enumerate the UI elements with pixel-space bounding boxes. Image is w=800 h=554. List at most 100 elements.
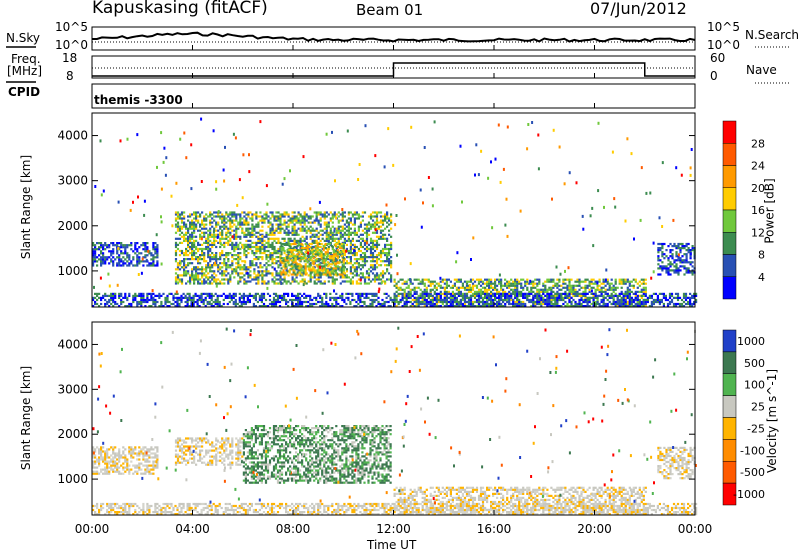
- heatmap-cell: [176, 247, 180, 251]
- heatmap-cell: [534, 286, 537, 289]
- heatmap-cell: [566, 294, 569, 297]
- heatmap-cell: [279, 280, 282, 283]
- heatmap-cell: [303, 296, 306, 299]
- heatmap-cell: [312, 253, 315, 256]
- heatmap-cell: [186, 302, 189, 306]
- heatmap-cell: [500, 280, 503, 283]
- heatmap-cell: [393, 278, 396, 281]
- heatmap-cell: [363, 278, 367, 281]
- heatmap-cell: [361, 233, 364, 236]
- heatmap-cell: [562, 282, 565, 285]
- heatmap-cell: [215, 274, 218, 277]
- heatmap-cell: [219, 262, 222, 265]
- heatmap-cell: [315, 282, 318, 285]
- heatmap-cell: [500, 296, 503, 299]
- heatmap-cell: [326, 253, 329, 256]
- heatmap-cell: [353, 266, 356, 269]
- heatmap-cell: [217, 264, 220, 267]
- heatmap-cell: [486, 300, 489, 304]
- heatmap-cell: [227, 239, 230, 242]
- heatmap-cell: [295, 217, 298, 220]
- heatmap-cell: [215, 225, 218, 228]
- heatmap-cell: [247, 272, 250, 275]
- heatmap-cell: [322, 253, 325, 256]
- heatmap-cell: [112, 292, 115, 295]
- heatmap-cell: [265, 272, 268, 275]
- heatmap-cell: [291, 221, 294, 224]
- heatmap-cell: [691, 294, 694, 297]
- heatmap-cell: [229, 239, 232, 242]
- heatmap-cell: [211, 256, 214, 259]
- heatmap-cell: [197, 256, 200, 259]
- heatmap-cell: [484, 300, 487, 304]
- heatmap-cell: [386, 239, 389, 242]
- heatmap-cell: [574, 290, 577, 293]
- heatmap-cell: [164, 302, 167, 306]
- heatmap-cell: [214, 300, 217, 304]
- heatmap-cell: [353, 243, 356, 246]
- heatmap-cell: [373, 249, 377, 253]
- heatmap-cell: [604, 284, 607, 287]
- heatmap-cell: [305, 213, 308, 216]
- heatmap-cell: [359, 276, 362, 279]
- heatmap-cell: [140, 260, 143, 263]
- heatmap-cell: [217, 258, 220, 261]
- heatmap-cell: [671, 255, 674, 258]
- heatmap-cell: [199, 282, 202, 285]
- heatmap-cell: [106, 294, 109, 297]
- heatmap-cell: [233, 211, 236, 214]
- heatmap-cell: [261, 270, 264, 273]
- heatmap-cell: [506, 296, 509, 299]
- heatmap-cell: [665, 255, 668, 258]
- heatmap-cell: [176, 292, 179, 295]
- heatmap-cell: [347, 296, 350, 299]
- heatmap-cell: [548, 286, 551, 289]
- heatmap-cell: [574, 300, 577, 304]
- heatmap-cell: [682, 300, 686, 304]
- heatmap-cell: [124, 262, 127, 265]
- heatmap-cell: [219, 258, 222, 261]
- heatmap-cell: [506, 294, 509, 297]
- heatmap-cell: [600, 282, 603, 285]
- heatmap-cell: [596, 300, 599, 304]
- heatmap-cell: [282, 273, 285, 276]
- heatmap-cell: [343, 239, 346, 242]
- heatmap-cell: [642, 292, 645, 295]
- heatmap-cell: [465, 288, 469, 291]
- heatmap-cell: [319, 294, 322, 297]
- heatmap-cell: [229, 243, 232, 246]
- heatmap-cell: [351, 294, 354, 297]
- heatmap-cell: [526, 288, 529, 291]
- heatmap-cell: [269, 227, 272, 230]
- heatmap-cell: [524, 292, 527, 295]
- heatmap-cell: [510, 294, 513, 297]
- heatmap-cell: [367, 282, 371, 285]
- heatmap-cell: [488, 284, 491, 287]
- heatmap-cell: [524, 294, 527, 297]
- heatmap-cell: [292, 255, 295, 258]
- heatmap-cell: [176, 223, 180, 226]
- heatmap-cell: [231, 247, 234, 251]
- heatmap-cell: [190, 302, 193, 306]
- heatmap-cell: [592, 302, 595, 306]
- heatmap-cell: [209, 243, 212, 246]
- heatmap-cell: [245, 217, 248, 220]
- heatmap-cell: [239, 223, 242, 226]
- heatmap-cell: [558, 278, 561, 281]
- heatmap-cell: [552, 290, 555, 293]
- heatmap-cell: [333, 211, 336, 214]
- heatmap-cell: [331, 215, 334, 218]
- heatmap-cell: [314, 253, 317, 256]
- heatmap-cell: [245, 219, 248, 222]
- heatmap-cell: [488, 305, 491, 308]
- heatmap-cell: [285, 225, 288, 228]
- heatmap-cell: [365, 296, 368, 299]
- heatmap-cell: [528, 300, 531, 304]
- heatmap-cell: [481, 305, 485, 308]
- heatmap-cell: [341, 225, 344, 228]
- heatmap-cell: [669, 251, 672, 254]
- heatmap-cell: [479, 292, 483, 295]
- freq-rtick-bottom: 0: [710, 69, 718, 83]
- heatmap-cell: [275, 282, 278, 285]
- heatmap-cell: [180, 296, 183, 299]
